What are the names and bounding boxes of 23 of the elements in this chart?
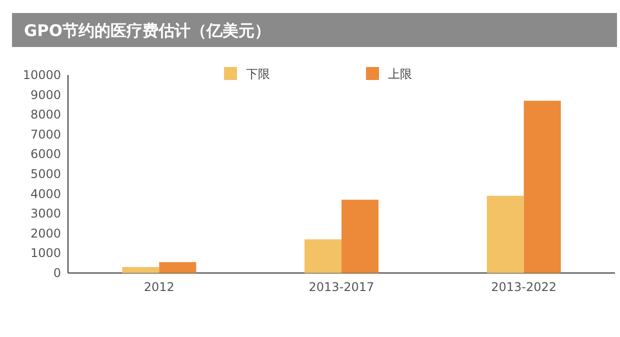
y-tick-label: 5000 bbox=[30, 167, 61, 181]
y-tick-label: 8000 bbox=[30, 108, 61, 122]
x-tick-label: 2012 bbox=[144, 280, 174, 294]
bar bbox=[486, 196, 524, 273]
x-tick-label: 2013-2022 bbox=[491, 280, 557, 294]
x-tick-label: 2013-2017 bbox=[308, 280, 374, 294]
y-tick-label: 1000 bbox=[30, 246, 61, 260]
y-tick-label: 9000 bbox=[30, 88, 61, 102]
legend-label: 上限 bbox=[388, 67, 412, 81]
legend-label: 下限 bbox=[246, 67, 270, 81]
chart-title: GPO节约的医疗费估计（亿美元） bbox=[24, 21, 270, 40]
bar bbox=[524, 100, 561, 273]
y-tick-label: 7000 bbox=[30, 127, 61, 142]
bar bbox=[304, 239, 342, 273]
y-tick-label: 10000 bbox=[22, 68, 61, 82]
y-tick-label: 6000 bbox=[30, 147, 61, 162]
y-tick-label: 3000 bbox=[30, 206, 61, 221]
bar bbox=[342, 200, 378, 273]
y-tick-label: 0 bbox=[53, 266, 61, 280]
y-tick-label: 4000 bbox=[30, 186, 61, 201]
y-tick-label: 2000 bbox=[30, 226, 61, 240]
bar bbox=[122, 267, 160, 273]
bar bbox=[159, 262, 196, 273]
